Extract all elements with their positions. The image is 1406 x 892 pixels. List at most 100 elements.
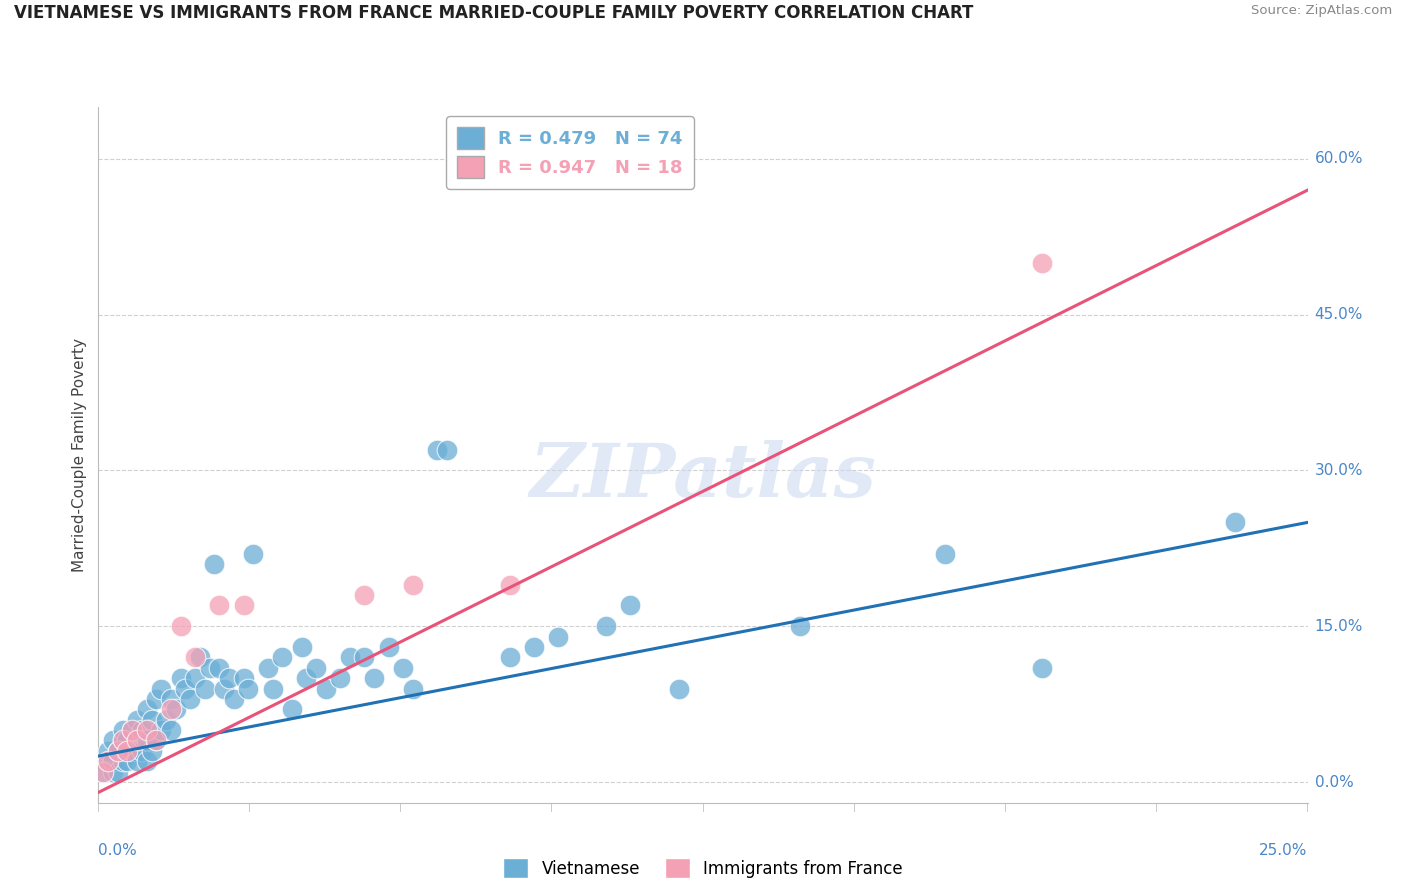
Point: [184, 671, 207, 685]
Point: [498, 578, 520, 592]
Point: [204, 557, 226, 571]
Point: [436, 442, 458, 457]
Point: [117, 744, 139, 758]
Point: [101, 733, 124, 747]
Point: [198, 661, 221, 675]
Point: [363, 671, 385, 685]
Point: [145, 692, 167, 706]
Point: [353, 588, 375, 602]
Point: [789, 619, 811, 633]
Point: [107, 744, 129, 758]
Point: [232, 599, 254, 613]
Point: [121, 723, 143, 738]
Point: [232, 671, 254, 685]
Point: [392, 661, 415, 675]
Text: |: |: [1154, 803, 1159, 812]
Point: [256, 661, 278, 675]
Point: [160, 692, 183, 706]
Text: |: |: [97, 803, 100, 812]
Point: [426, 442, 449, 457]
Point: [595, 619, 617, 633]
Point: [208, 599, 231, 613]
Point: [169, 619, 191, 633]
Point: [188, 650, 211, 665]
Text: 30.0%: 30.0%: [1315, 463, 1362, 478]
Y-axis label: Married-Couple Family Poverty: Married-Couple Family Poverty: [72, 338, 87, 572]
Point: [141, 744, 163, 758]
Point: [668, 681, 690, 696]
Point: [169, 671, 191, 685]
Point: [377, 640, 399, 654]
Point: [111, 723, 134, 738]
Point: [1031, 256, 1053, 270]
Point: [155, 713, 177, 727]
Point: [160, 702, 183, 716]
Point: [174, 681, 197, 696]
Text: |: |: [247, 803, 252, 812]
Point: [150, 681, 173, 696]
Point: [111, 733, 134, 747]
Point: [242, 547, 264, 561]
Text: 0.0%: 0.0%: [98, 843, 138, 858]
Point: [97, 754, 120, 768]
Text: |: |: [399, 803, 402, 812]
Text: 25.0%: 25.0%: [1260, 843, 1308, 858]
Point: [111, 733, 134, 747]
Text: |: |: [550, 803, 554, 812]
Point: [329, 671, 352, 685]
Text: |: |: [1004, 803, 1007, 812]
Text: ZIPatlas: ZIPatlas: [530, 440, 876, 512]
Point: [619, 599, 641, 613]
Point: [165, 702, 187, 716]
Legend: Vietnamese, Immigrants from France: Vietnamese, Immigrants from France: [496, 851, 910, 885]
Text: 45.0%: 45.0%: [1315, 307, 1362, 322]
Point: [179, 692, 201, 706]
Text: |: |: [852, 803, 856, 812]
Point: [127, 754, 149, 768]
Point: [402, 681, 425, 696]
Text: Source: ZipAtlas.com: Source: ZipAtlas.com: [1251, 4, 1392, 18]
Point: [145, 733, 167, 747]
Point: [135, 723, 157, 738]
Point: [131, 744, 153, 758]
Point: [135, 754, 157, 768]
Point: [353, 650, 375, 665]
Point: [131, 723, 153, 738]
Point: [315, 681, 337, 696]
Point: [212, 681, 235, 696]
Point: [127, 713, 149, 727]
Text: 60.0%: 60.0%: [1315, 152, 1362, 167]
Point: [238, 681, 260, 696]
Point: [281, 702, 304, 716]
Point: [498, 650, 520, 665]
Point: [141, 713, 163, 727]
Point: [402, 578, 425, 592]
Point: [91, 764, 114, 779]
Point: [262, 681, 284, 696]
Text: |: |: [1306, 803, 1309, 812]
Point: [97, 754, 120, 768]
Point: [290, 640, 312, 654]
Point: [208, 661, 231, 675]
Point: [101, 764, 124, 779]
Point: [97, 744, 120, 758]
Point: [547, 630, 569, 644]
Point: [339, 650, 361, 665]
Text: |: |: [702, 803, 704, 812]
Point: [117, 733, 139, 747]
Point: [135, 733, 157, 747]
Point: [145, 733, 167, 747]
Point: [111, 754, 134, 768]
Point: [305, 661, 328, 675]
Point: [121, 744, 143, 758]
Point: [1223, 516, 1246, 530]
Text: VIETNAMESE VS IMMIGRANTS FROM FRANCE MARRIED-COUPLE FAMILY POVERTY CORRELATION C: VIETNAMESE VS IMMIGRANTS FROM FRANCE MAR…: [14, 4, 973, 22]
Point: [222, 692, 245, 706]
Point: [127, 733, 149, 747]
Point: [150, 723, 173, 738]
Point: [218, 671, 240, 685]
Point: [194, 681, 217, 696]
Point: [107, 764, 129, 779]
Point: [135, 702, 157, 716]
Point: [271, 650, 294, 665]
